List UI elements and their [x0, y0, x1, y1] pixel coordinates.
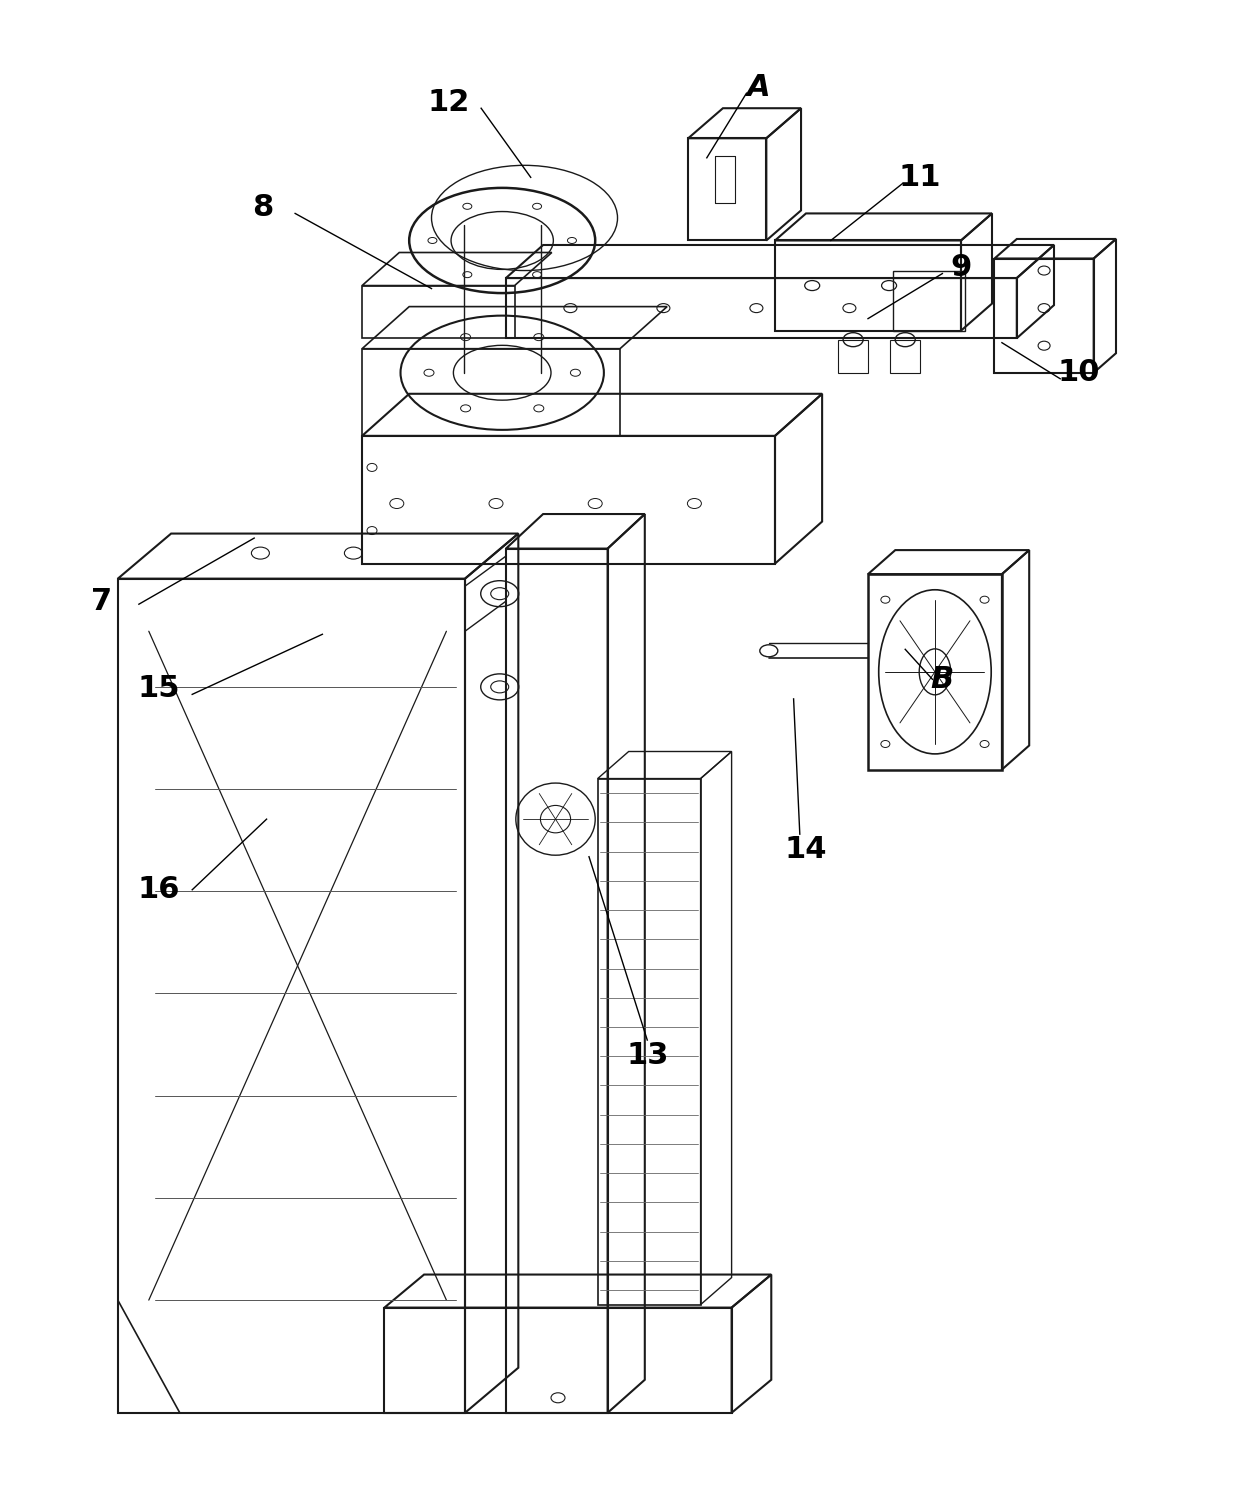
Text: 16: 16: [138, 875, 180, 905]
Text: A: A: [746, 72, 771, 102]
Text: 13: 13: [626, 1040, 668, 1070]
Text: B: B: [931, 664, 954, 694]
Text: 9: 9: [950, 253, 972, 283]
Text: 8: 8: [252, 192, 274, 222]
Text: 12: 12: [428, 87, 470, 117]
Text: 11: 11: [899, 162, 941, 192]
Text: 7: 7: [91, 586, 113, 616]
Text: 14: 14: [785, 834, 827, 864]
Text: 10: 10: [1058, 358, 1100, 388]
Text: 15: 15: [138, 673, 180, 703]
